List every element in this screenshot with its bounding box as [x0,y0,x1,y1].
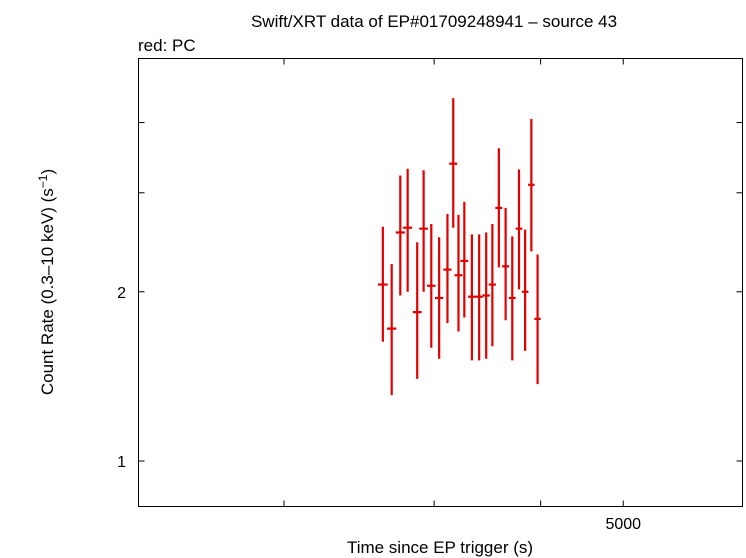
y-axis-label: Count Rate (0.3–10 keV) (s−1) [36,169,57,395]
data-point [502,207,510,321]
x-axis-label: Time since EP trigger (s) [347,538,533,557]
data-point [482,232,490,359]
data-points [378,98,541,396]
data-point [412,242,422,379]
data-point [475,234,483,361]
data-point [434,237,444,359]
y-axis-label-main: Count Rate (0.3–10 keV) (s [38,188,57,395]
y-tick-label: 1 [117,454,126,471]
data-point [443,214,452,323]
axis-ticks [138,58,743,507]
data-point [403,168,413,292]
data-point [460,201,469,318]
tick-labels: 5000 1 2 [117,285,641,533]
data-point [419,170,428,292]
chart-title: Swift/XRT data of EP#01709248941 – sourc… [251,12,617,31]
data-point [488,223,496,347]
data-point [449,98,458,228]
x-tick-label: 5000 [605,516,641,533]
plot-frame [138,58,743,507]
data-point [495,148,503,268]
y-axis-label-close: ) [38,169,57,175]
chart-subtitle: red: PC [138,36,196,55]
data-point [454,214,463,332]
data-point [521,229,529,351]
data-point [528,118,535,252]
data-point [468,234,476,361]
y-tick-label: 2 [117,285,126,302]
data-point [427,223,436,348]
data-point [395,175,405,296]
data-point [386,264,397,396]
data-point [515,169,523,290]
data-point [378,226,388,342]
data-point [508,236,516,361]
y-axis-label-exponent: −1 [36,174,50,188]
data-point [534,254,541,385]
